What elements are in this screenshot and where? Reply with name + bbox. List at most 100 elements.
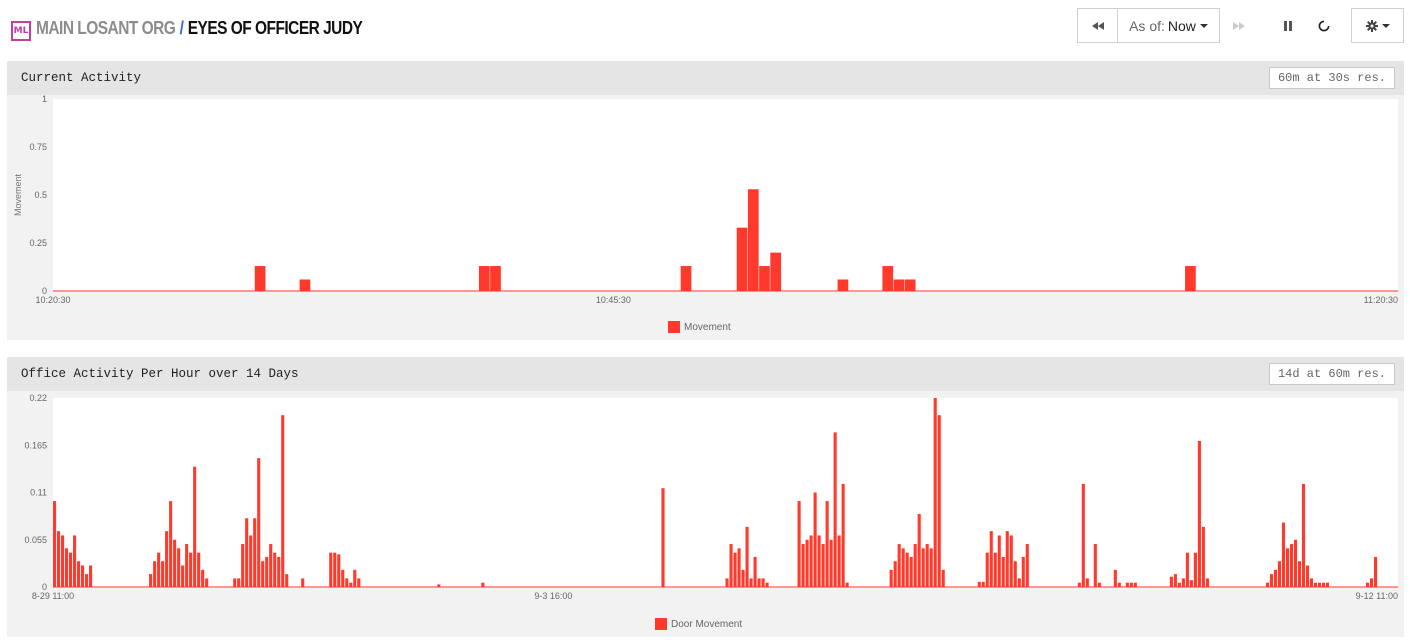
bar	[747, 189, 759, 291]
bar	[1005, 531, 1009, 587]
bar	[65, 548, 69, 587]
bar	[933, 398, 937, 587]
bar	[937, 415, 941, 587]
bar	[1093, 544, 1097, 587]
bar	[904, 279, 916, 291]
bar	[1113, 569, 1117, 587]
bar	[725, 578, 729, 587]
bar	[1317, 582, 1322, 587]
page-title: EYES OF OFFICER JUDY	[187, 18, 363, 38]
bar	[905, 552, 909, 587]
resolution-badge[interactable]: 60m at 30s res.	[1268, 67, 1395, 89]
bar	[61, 535, 65, 587]
bar	[941, 569, 945, 587]
bar	[1197, 440, 1201, 587]
bar	[889, 569, 893, 587]
bar	[237, 578, 241, 587]
bar	[349, 582, 353, 587]
refresh-icon	[1318, 19, 1330, 31]
as-of-value: Now	[1167, 17, 1196, 34]
bar	[333, 552, 337, 587]
legend-label: Movement	[684, 321, 731, 333]
y-tick-label: 0	[42, 286, 47, 296]
bar	[749, 578, 753, 587]
bar	[1117, 582, 1121, 587]
bar	[490, 266, 501, 291]
bar	[69, 552, 73, 587]
bar	[1009, 535, 1013, 587]
bar	[437, 584, 441, 587]
bar	[1077, 582, 1081, 587]
x-tick-label: 9-3 16:00	[534, 591, 572, 601]
bar	[261, 561, 265, 587]
fast-forward-button[interactable]	[1224, 8, 1254, 43]
bar	[929, 548, 933, 587]
bar	[917, 513, 921, 587]
bar	[1201, 526, 1205, 587]
bar	[882, 266, 894, 291]
x-tick-label: 10:45:30	[596, 295, 631, 305]
bar	[161, 561, 165, 587]
bar	[1081, 483, 1085, 587]
bar	[53, 501, 57, 587]
bar	[257, 458, 261, 587]
bar	[1365, 582, 1370, 587]
bar	[753, 556, 757, 587]
bar	[1173, 574, 1177, 587]
breadcrumb-separator: /	[179, 18, 184, 38]
bar	[761, 578, 765, 587]
y-tick-label: 0.055	[24, 535, 47, 545]
bar	[1189, 580, 1193, 587]
office-activity-block: Office Activity Per Hour over 14 Days 14…	[7, 357, 1404, 637]
pause-icon	[1284, 20, 1292, 31]
chart-legend[interactable]: Door Movement	[655, 618, 742, 630]
bar	[1305, 565, 1310, 587]
as-of-dropdown[interactable]: As of: Now	[1117, 8, 1220, 43]
bar	[977, 581, 981, 587]
settings-dropdown[interactable]	[1351, 8, 1404, 43]
resolution-badge[interactable]: 14d at 60m res.	[1268, 363, 1395, 385]
bar	[197, 552, 201, 587]
bar	[249, 535, 253, 587]
rewind-button[interactable]	[1077, 8, 1118, 43]
bar	[193, 466, 197, 587]
pause-button[interactable]	[1274, 8, 1302, 43]
bar	[1129, 582, 1133, 587]
bar	[357, 578, 361, 587]
y-tick-label: 0.5	[34, 190, 47, 200]
bar	[736, 227, 748, 291]
bar	[165, 531, 169, 587]
bar	[181, 565, 185, 587]
chart-legend[interactable]: Movement	[668, 321, 731, 333]
bar	[73, 535, 77, 587]
bar	[1325, 582, 1330, 587]
bar	[993, 552, 997, 587]
org-logo[interactable]: ML	[11, 21, 31, 41]
bar	[1297, 561, 1302, 587]
bar	[301, 578, 305, 587]
as-of-label: As of:	[1129, 17, 1165, 34]
bar	[337, 554, 341, 587]
y-tick-label: 0.22	[29, 393, 47, 403]
bar	[1085, 578, 1089, 587]
bar	[925, 544, 929, 587]
y-tick-label: 0	[42, 582, 47, 592]
bar	[1289, 544, 1294, 587]
bar	[345, 578, 349, 587]
bar	[185, 544, 189, 587]
bar	[733, 552, 737, 587]
bar	[809, 535, 813, 587]
bar	[241, 544, 245, 587]
bar	[661, 488, 665, 587]
fast-forward-icon	[1233, 21, 1245, 30]
bar	[897, 544, 901, 587]
gear-icon	[1365, 19, 1378, 32]
breadcrumb-org[interactable]: MAIN LOSANT ORG	[36, 18, 176, 38]
bar	[205, 578, 209, 587]
plot-area	[53, 99, 1398, 291]
refresh-button[interactable]	[1310, 8, 1338, 43]
bar	[1205, 578, 1209, 587]
bar	[913, 544, 917, 587]
bar	[1185, 266, 1196, 291]
y-tick-label: 0.11	[30, 488, 47, 498]
